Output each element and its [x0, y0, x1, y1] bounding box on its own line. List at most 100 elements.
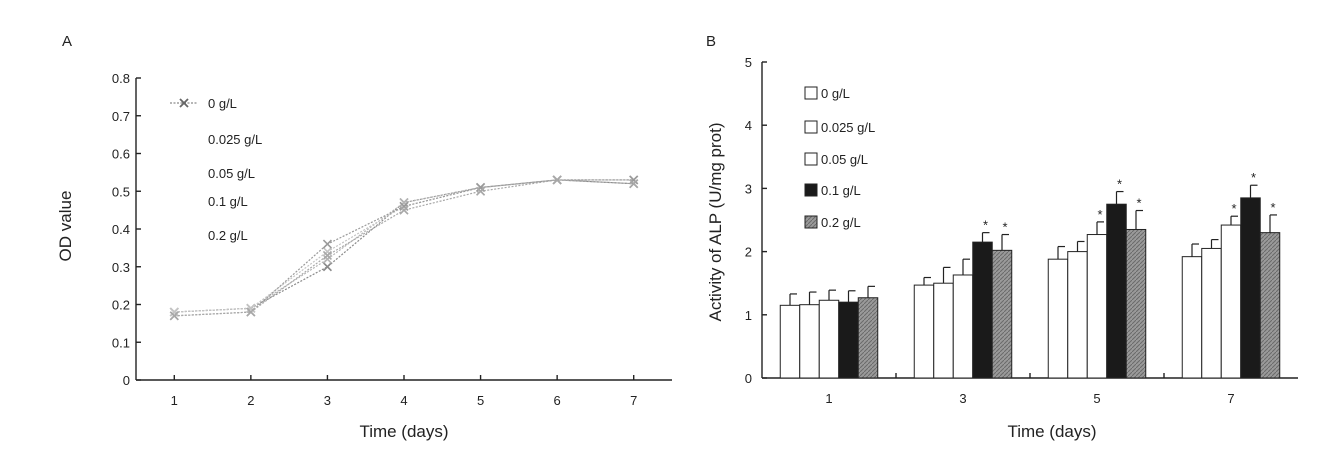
- panel-b-bar: [1220, 224, 1242, 379]
- panel-a-data-point: [629, 179, 639, 189]
- panel-a-y-tick-label: 0.5: [112, 184, 130, 199]
- panel-b-legend-swatch: [804, 215, 818, 229]
- panel-b-bar: [779, 304, 801, 379]
- panel-b-x-tick-label: 5: [1093, 391, 1100, 406]
- panel-b-bar: [1125, 228, 1147, 379]
- panel-b-legend-label: 0.1 g/L: [821, 183, 861, 198]
- panel-a-series: [169, 175, 639, 321]
- panel-b-legend-swatch: [804, 86, 818, 100]
- panel-b-legend-label: 0.2 g/L: [821, 215, 861, 230]
- panel-a-data-point: [629, 175, 639, 185]
- panel-b-bar: [857, 297, 879, 379]
- panel-b-bar: [933, 282, 954, 379]
- panel-a-y-tick-label: 0.4: [112, 222, 130, 237]
- panel-a-y-tick-label: 0.2: [112, 298, 130, 313]
- panel-b-y-tick-label: 0: [745, 371, 752, 386]
- panel-b-significance-mark: *: [1270, 200, 1275, 215]
- panel-a-y-tick-label: 0.7: [112, 109, 130, 124]
- panel-b-bar: [1181, 256, 1203, 379]
- panel-b-y-tick-label: 5: [745, 55, 752, 70]
- panel-a-x-tick-label: 2: [247, 393, 254, 408]
- panel-a-data-point: [476, 182, 486, 193]
- panel-b-legend-label: 0.05 g/L: [821, 152, 868, 167]
- panel-b-bars: * * * * * * * *: [779, 170, 1281, 379]
- panel-a-data-point: [246, 303, 256, 313]
- panel-a-legend-marker: [179, 98, 189, 108]
- panel-a-letter: A: [62, 33, 72, 50]
- panel-a-legend-label: 0.2 g/L: [208, 228, 248, 243]
- panel-a-x-axis-title: Time (days): [359, 422, 448, 441]
- panel-a-tick-labels: 0 0.1 0.2 0.3 0.4 0.5 0.6 0.7 0.8 1 2 3 4 5 6 7: [112, 71, 637, 408]
- panel-a-x-tick-label: 4: [400, 393, 407, 408]
- panel-b-tick-labels: 0 1 2 3 4 5 1 3 5 7: [745, 55, 1235, 406]
- panel-a-data-point: [476, 186, 486, 196]
- panel-a-data-point: [399, 205, 409, 215]
- panel-a-legend-label: 0.025 g/L: [208, 132, 262, 147]
- panel-a-x-tick-label: 5: [477, 393, 484, 408]
- panel-b-bar: [1047, 258, 1069, 379]
- panel-b-significance-mark: *: [1117, 177, 1122, 192]
- panel-b-bar: [1201, 247, 1222, 379]
- panel-a-y-tick-label: 0.8: [112, 71, 130, 86]
- panel-a-data-point: [322, 250, 332, 260]
- panel-a-data-point: [169, 311, 179, 321]
- panel-a-y-tick-label: 0.1: [112, 335, 130, 350]
- panel-a-data-point: [246, 307, 256, 317]
- panel-b-bar: [952, 274, 974, 379]
- panel-b-bar: [972, 241, 993, 379]
- panel-b-bar: [1106, 203, 1127, 379]
- panel-b-y-tick-label: 1: [745, 308, 752, 323]
- panel-a-data-point: [169, 307, 179, 317]
- panel-b-y-axis-title: Activity of ALP (U/mg prot): [706, 122, 725, 321]
- panel-b-bar: [913, 284, 935, 379]
- panel-a-x-tick-label: 1: [171, 393, 178, 408]
- panel-b-legend-swatch: [804, 152, 818, 166]
- panel-b-bar: [991, 249, 1013, 379]
- panel-b-significance-mark: *: [1231, 201, 1236, 216]
- panel-a-legend-label: 0.1 g/L: [208, 194, 248, 209]
- panel-a-axes: [135, 77, 672, 381]
- panel-a-data-point: [322, 247, 332, 257]
- panel-a-legend: 0 g/L 0.025 g/L 0.05 g/L 0.1 g/L 0.2 g/L: [170, 96, 262, 243]
- panel-a-x-tick-label: 7: [630, 393, 637, 408]
- panel-b-significance-mark: *: [983, 218, 988, 233]
- panel-b-legend-swatch: [804, 120, 818, 134]
- panel-a-data-point: [322, 262, 332, 272]
- panel-a-x-tick-label: 3: [324, 393, 331, 408]
- panel-b-legend: 0 g/L 0.025 g/L 0.05 g/L 0.1 g/L 0.2 g/L: [804, 86, 875, 230]
- panel-b-x-tick-label: 1: [825, 391, 832, 406]
- panel-b-bar: [1240, 197, 1261, 379]
- panel-b-significance-mark: *: [1251, 170, 1256, 185]
- panel-a-y-tick-label: 0.3: [112, 260, 130, 275]
- panel-b-bar: [799, 304, 820, 379]
- panel-b-legend-swatch: [804, 183, 818, 197]
- panel-b-x-tick-label: 7: [1227, 391, 1234, 406]
- panel-a-data-point: [322, 254, 332, 264]
- panel-b-y-tick-label: 4: [745, 118, 752, 133]
- panel-a-y-axis-title: OD value: [56, 191, 75, 262]
- panel-b-x-tick-label: 3: [959, 391, 966, 406]
- panel-b-bar: [1067, 251, 1088, 379]
- panel-a-data-point: [552, 175, 562, 185]
- panel-b-x-axis-title: Time (days): [1007, 422, 1096, 441]
- panel-b-significance-mark: *: [1002, 220, 1007, 235]
- panel-b-significance-mark: *: [1136, 196, 1141, 211]
- panel-b-y-tick-label: 3: [745, 181, 752, 196]
- panel-a-legend-label: 0.05 g/L: [208, 166, 255, 181]
- panel-a-data-point: [322, 239, 332, 249]
- panel-a-legend-label: 0 g/L: [208, 96, 237, 111]
- panel-b-letter: B: [706, 33, 716, 50]
- panel-b: B Activity of ALP (U/mg prot) Time (days…: [706, 33, 1298, 441]
- panel-a-y-tick-label: 0: [123, 373, 130, 388]
- panel-a-x-tick-label: 6: [554, 393, 561, 408]
- panel-a: A OD value Time (days) 00.10.20.30.40.50…: [56, 33, 672, 441]
- panel-b-bar: [1086, 234, 1108, 379]
- panel-b-bar: [838, 301, 859, 379]
- panel-b-bar: [1259, 232, 1281, 379]
- panel-a-y-tick-label: 0.6: [112, 147, 130, 162]
- panel-b-legend-label: 0.025 g/L: [821, 120, 875, 135]
- panel-b-bar: [818, 299, 840, 379]
- panel-b-significance-mark: *: [1097, 207, 1102, 222]
- panel-b-y-tick-label: 2: [745, 245, 752, 260]
